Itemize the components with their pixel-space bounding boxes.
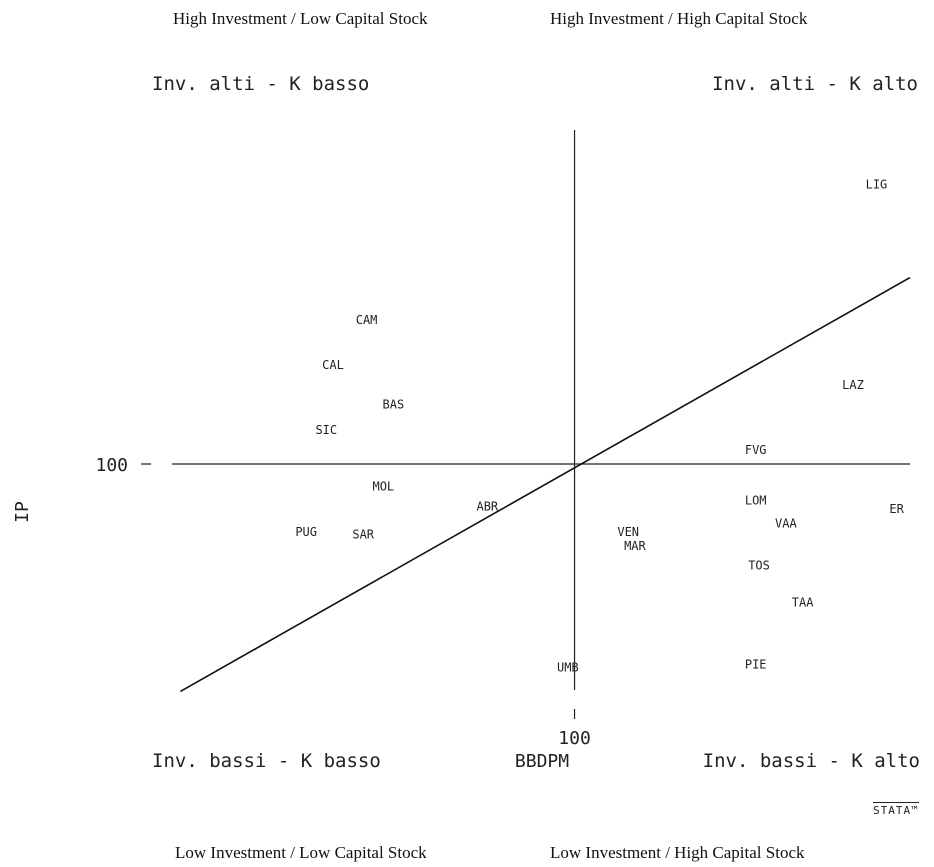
caption-bottom-left: Low Investment / Low Capital Stock bbox=[175, 843, 427, 862]
point-label-sic: SIC bbox=[315, 423, 337, 437]
point-label-lom: LOM bbox=[745, 494, 767, 508]
point-label-lig: LIG bbox=[866, 177, 888, 191]
point-label-cal: CAL bbox=[322, 358, 344, 372]
point-label-abr: ABR bbox=[476, 499, 498, 513]
reference-axes bbox=[141, 130, 910, 719]
caption-bottom-right: Low Investment / High Capital Stock bbox=[550, 843, 805, 862]
point-label-tos: TOS bbox=[748, 559, 770, 573]
point-label-vaa: VAA bbox=[775, 516, 797, 530]
point-label-umb: UMB bbox=[557, 660, 579, 674]
point-label-sar: SAR bbox=[352, 528, 374, 542]
x-axis-label: BBDPM bbox=[515, 751, 569, 772]
y-tick-label: 100 bbox=[95, 455, 128, 476]
point-label-er: ER bbox=[889, 502, 904, 516]
point-label-bas: BAS bbox=[383, 398, 405, 412]
quadrant-label-top-right: Inv. alti - K alto bbox=[712, 73, 918, 95]
point-label-pie: PIE bbox=[745, 658, 767, 672]
quadrant-label-top-left: Inv. alti - K basso bbox=[152, 73, 369, 95]
stata-logo: STATA™ bbox=[873, 802, 919, 817]
point-label-taa: TAA bbox=[792, 595, 814, 609]
quadrant-label-bottom-right: Inv. bassi - K alto bbox=[703, 750, 920, 772]
point-label-fvg: FVG bbox=[745, 443, 767, 457]
point-label-mar: MAR bbox=[624, 539, 646, 553]
trend-line bbox=[179, 276, 911, 693]
quadrant-label-bottom-left: Inv. bassi - K basso bbox=[152, 750, 381, 772]
x-tick-label: 100 bbox=[558, 728, 591, 749]
caption-top-right: High Investment / High Capital Stock bbox=[550, 9, 808, 28]
trend-line-group bbox=[179, 276, 911, 693]
y-axis-label: IP bbox=[12, 501, 33, 523]
point-label-pug: PUG bbox=[295, 525, 317, 539]
caption-top-left: High Investment / Low Capital Stock bbox=[173, 9, 428, 28]
point-label-ven: VEN bbox=[617, 525, 639, 539]
point-label-mol: MOL bbox=[372, 480, 394, 494]
point-label-cam: CAM bbox=[356, 313, 378, 327]
point-labels: LIG CAM CAL BAS SIC MOL ABR LAZ FVG LOM ER VAA PUG SA… bbox=[295, 177, 904, 674]
point-label-laz: LAZ bbox=[842, 378, 864, 392]
